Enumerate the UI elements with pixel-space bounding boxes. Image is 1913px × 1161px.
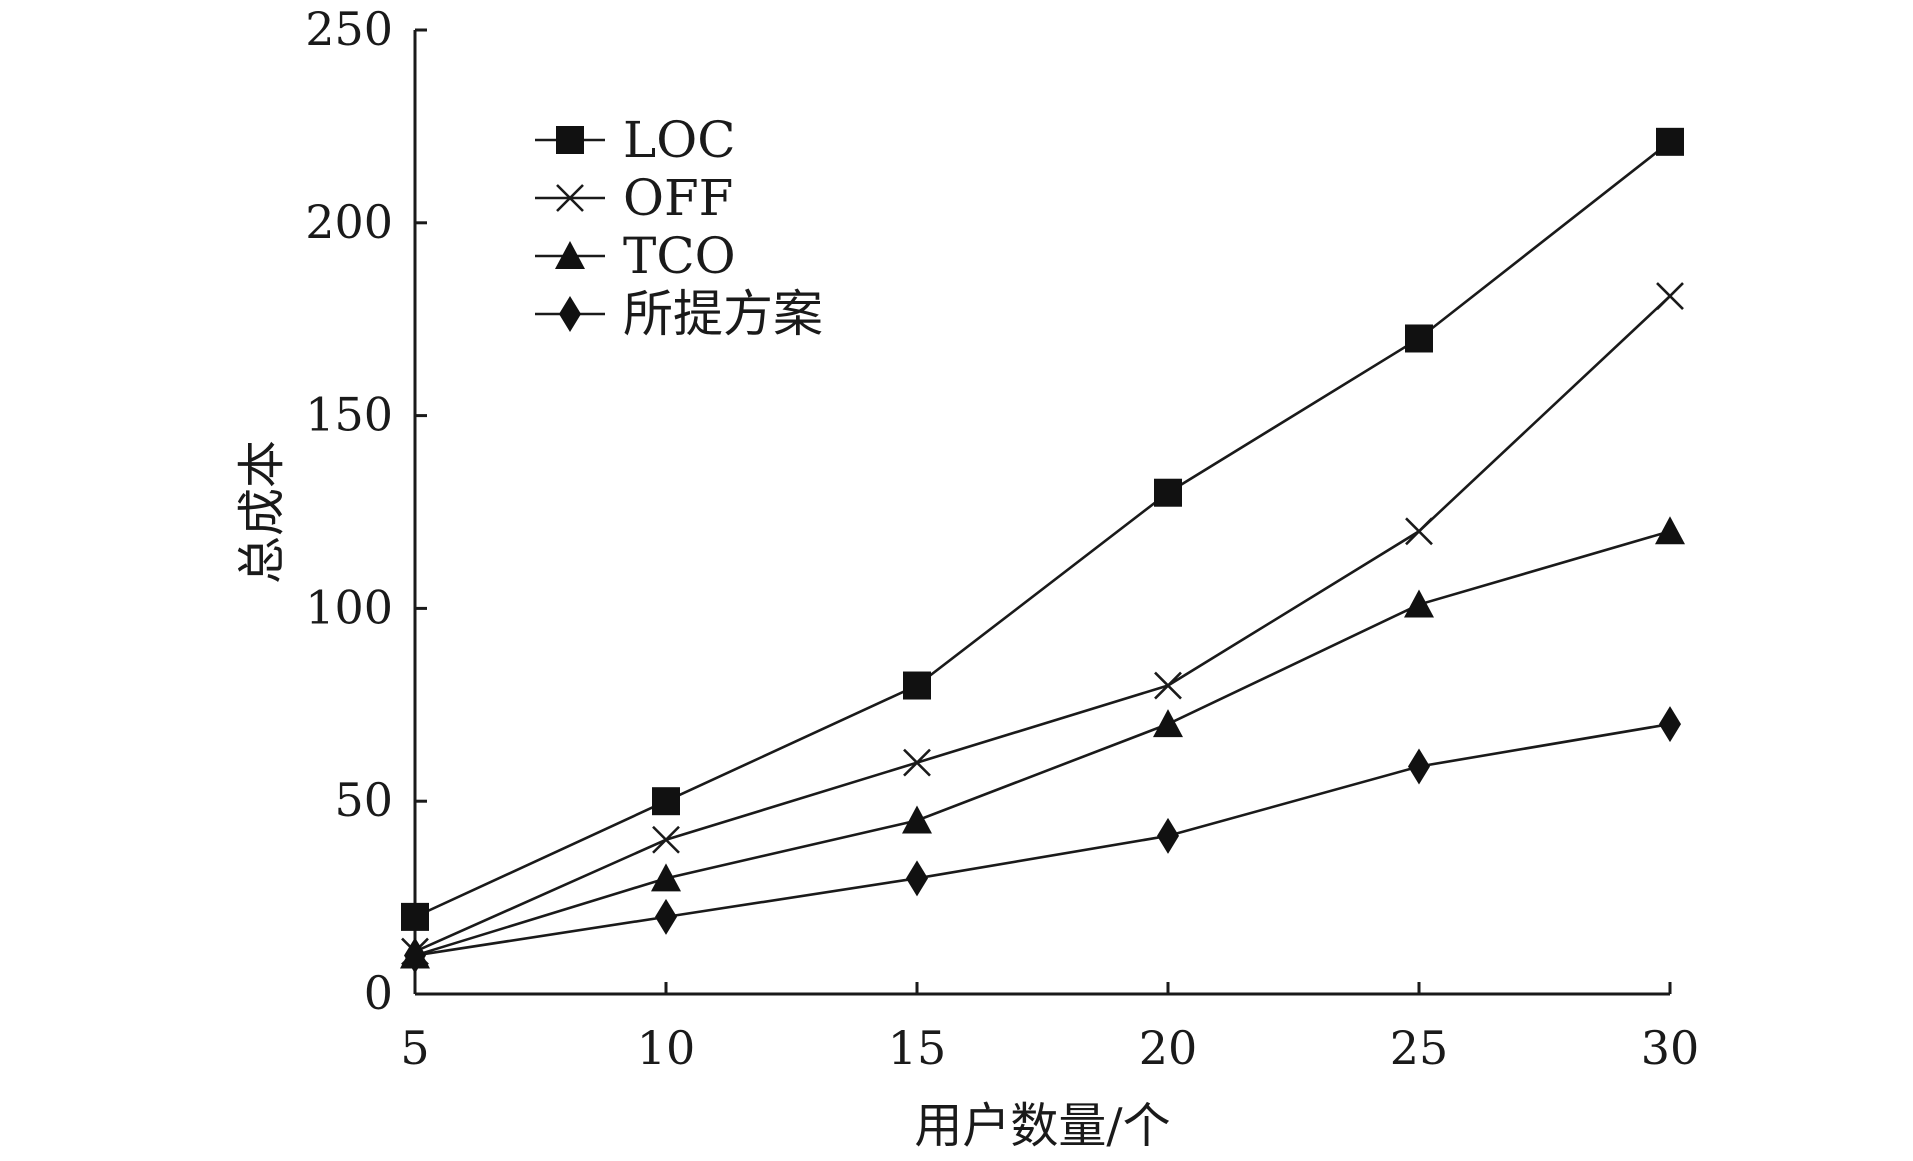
x-tick-label: 15: [888, 1021, 947, 1075]
legend-label: TCO: [623, 227, 736, 285]
diamond-marker: [1157, 817, 1179, 854]
triangle-marker: [651, 863, 681, 892]
series-line: [414, 140, 1671, 919]
y-axis-title: 总成本: [234, 440, 290, 584]
square-marker: [652, 787, 680, 816]
x-marker-stroke: [652, 825, 680, 854]
x-marker: [556, 184, 584, 212]
x-axis-title: 用户数量/个: [914, 1098, 1170, 1154]
series-line: [414, 530, 1671, 957]
triangle-marker: [902, 805, 932, 834]
x-marker: [1405, 517, 1433, 546]
series-1: [401, 127, 1684, 931]
y-tick-label: 150: [305, 388, 393, 442]
diamond-marker: [655, 898, 677, 935]
legend-entry: LOC: [535, 111, 735, 169]
x-marker: [652, 825, 680, 854]
y-tick-label: 0: [364, 966, 393, 1020]
square-marker: [903, 671, 931, 700]
axes: 0 50 100 150 200 250 5 10 15 20 25 30: [305, 2, 1699, 1075]
diamond-marker: [404, 937, 426, 974]
square-marker: [556, 126, 584, 154]
y-tick-label: 50: [334, 773, 393, 827]
triangle-marker: [1404, 589, 1434, 618]
x-marker: [1154, 671, 1182, 700]
legend-entry: TCO: [535, 227, 736, 285]
x-tick-label: 5: [400, 1021, 429, 1075]
legend-entry: OFF: [535, 169, 733, 227]
legend-entry: 所提方案: [535, 285, 823, 343]
x-marker: [1656, 282, 1684, 310]
y-tick-label: 200: [305, 195, 393, 249]
x-marker-stroke: [903, 748, 931, 777]
x-tick-label: 25: [1390, 1021, 1449, 1075]
series-line: [414, 295, 1671, 953]
diamond-marker: [1408, 748, 1430, 785]
x-tick-label: 20: [1139, 1021, 1198, 1075]
square-marker: [1154, 478, 1182, 507]
triangle-marker: [555, 241, 585, 269]
legend-label: LOC: [623, 111, 735, 169]
x-marker-stroke: [1405, 517, 1433, 546]
legend-label: OFF: [623, 169, 733, 227]
triangle-marker: [1655, 516, 1685, 545]
y-tick-label: 100: [305, 580, 393, 634]
x-marker-stroke: [1154, 671, 1182, 700]
diamond-marker: [906, 860, 928, 897]
x-tick-label: 30: [1641, 1021, 1700, 1075]
diamond-marker: [1659, 706, 1681, 743]
series-4: [404, 706, 1681, 974]
triangle-marker: [1153, 709, 1183, 738]
series-2: [401, 282, 1684, 966]
square-marker: [401, 902, 429, 931]
series-layer: [400, 127, 1685, 974]
x-tick-label: 10: [637, 1021, 696, 1075]
square-marker: [1656, 127, 1684, 156]
x-marker-stroke: [556, 184, 584, 212]
x-marker-stroke: [1656, 282, 1684, 310]
diamond-marker: [559, 296, 581, 332]
legend-label: 所提方案: [623, 285, 823, 343]
square-marker: [1405, 324, 1433, 353]
y-tick-label: 250: [305, 2, 393, 56]
series-line: [414, 722, 1671, 957]
x-marker: [903, 748, 931, 777]
series-3: [400, 516, 1685, 969]
